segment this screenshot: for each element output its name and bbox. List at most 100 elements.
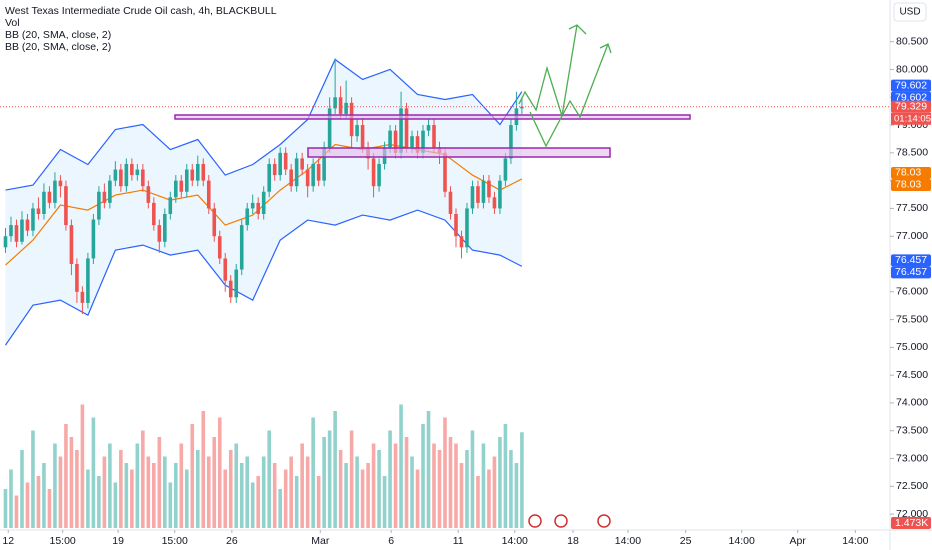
volume-bar <box>415 469 420 528</box>
candle-body <box>58 180 63 187</box>
x-tick-label: 14:00 <box>729 535 755 547</box>
candle-body <box>130 163 134 176</box>
volume-bar <box>42 463 46 528</box>
volume-bar <box>195 450 200 528</box>
volume-bar <box>31 430 35 528</box>
candle-body <box>316 163 321 181</box>
event-icon[interactable] <box>528 514 542 528</box>
volume-bar <box>503 424 508 528</box>
volume-bar <box>481 443 486 528</box>
volume-bar <box>377 450 381 528</box>
y-tick-label: 72.000 <box>896 508 928 520</box>
currency[interactable]: USD <box>899 7 920 18</box>
candle-body <box>333 97 337 109</box>
candle-body <box>470 186 475 209</box>
volume-bar <box>371 443 376 528</box>
price-badge <box>891 178 931 191</box>
candle-body <box>152 202 156 226</box>
price-badge <box>891 79 931 92</box>
countdown: 01:14:05 <box>894 113 931 124</box>
volume-badge <box>891 517 931 529</box>
volume-bar <box>300 443 304 528</box>
x-tick-label: 15:00 <box>162 535 188 547</box>
countdown-badge <box>891 112 931 125</box>
price-badge-label: 76.457 <box>895 266 927 278</box>
volume-bar <box>124 463 129 528</box>
candle-body <box>168 197 173 214</box>
volume-bar <box>163 456 167 528</box>
x-tick-label: 18 <box>567 535 579 547</box>
chart-title: West Texas Intermediate Crude Oil cash, … <box>5 5 277 17</box>
y-tick-label: 75.500 <box>896 313 928 325</box>
volume-bar <box>184 469 189 528</box>
price-badge-label: 76.457 <box>895 254 927 266</box>
volume-bar <box>119 450 123 528</box>
volume-bar <box>20 450 24 528</box>
volume-bar <box>212 437 217 528</box>
y-tick-label: 80.000 <box>896 63 928 75</box>
volume-bar <box>256 476 261 528</box>
volume-bar <box>305 456 310 528</box>
candle-body <box>487 180 491 198</box>
candle-body <box>124 163 129 187</box>
volume-bar <box>217 417 222 528</box>
y-tick-label: 78.500 <box>896 147 928 159</box>
candle-body <box>146 186 151 203</box>
currency-box[interactable] <box>893 2 927 22</box>
candle-body <box>119 169 123 187</box>
candle-body <box>135 169 140 176</box>
volume-bar <box>492 456 497 528</box>
y-tick-label: 73.000 <box>896 452 928 464</box>
event-icons[interactable] <box>528 514 611 528</box>
volume-bar <box>75 450 79 528</box>
candle-body <box>388 130 392 148</box>
volume-bar <box>135 443 140 528</box>
volume-bar <box>470 430 475 528</box>
candle-body <box>9 225 13 237</box>
volume-bar <box>520 432 524 528</box>
volume-bar <box>168 482 173 528</box>
volume-bar <box>399 404 403 528</box>
candle-body <box>91 219 96 259</box>
y-tick-label: 73.500 <box>896 425 928 437</box>
x-tick-label: 26 <box>226 535 238 547</box>
candle-body <box>443 152 447 192</box>
price-badge-label: 78.03 <box>895 167 921 179</box>
x-tick-label: 14:00 <box>502 535 528 547</box>
volume-bar <box>437 450 442 528</box>
volume-bar <box>69 437 74 528</box>
event-icon[interactable] <box>597 514 611 528</box>
candle-body <box>476 186 480 203</box>
candle-body <box>355 125 359 137</box>
candle-body <box>212 208 217 237</box>
candle-body <box>31 208 35 231</box>
band-line <box>5 58 523 191</box>
candle-body <box>14 225 19 242</box>
candle-body <box>195 163 200 181</box>
x-tick-label: 25 <box>680 535 692 547</box>
volume-bar <box>498 437 502 528</box>
volume-bar <box>86 469 90 528</box>
candle-body <box>294 158 299 187</box>
arrow-head <box>568 24 587 35</box>
volume-bar <box>113 482 118 528</box>
candle-body <box>327 108 332 148</box>
price-badge <box>891 266 931 279</box>
price-badge-label: 78.03 <box>895 179 921 191</box>
projection-arrow <box>529 43 609 148</box>
volume-bar <box>53 443 57 528</box>
indicator-legend: Vol <box>5 17 20 29</box>
indicator-legend: BB (20, SMA, close, 2) <box>5 41 111 53</box>
y-tick-label: 77.500 <box>896 202 928 214</box>
candle-body <box>47 191 52 203</box>
event-icon[interactable] <box>554 514 568 528</box>
candle-body <box>300 158 304 170</box>
candle-body <box>179 180 184 192</box>
volume-bar <box>382 476 387 528</box>
candle-body <box>289 169 293 187</box>
volume-bar <box>58 456 63 528</box>
candle-body <box>404 108 409 148</box>
plot-area <box>0 58 890 528</box>
candle-body <box>415 136 420 153</box>
